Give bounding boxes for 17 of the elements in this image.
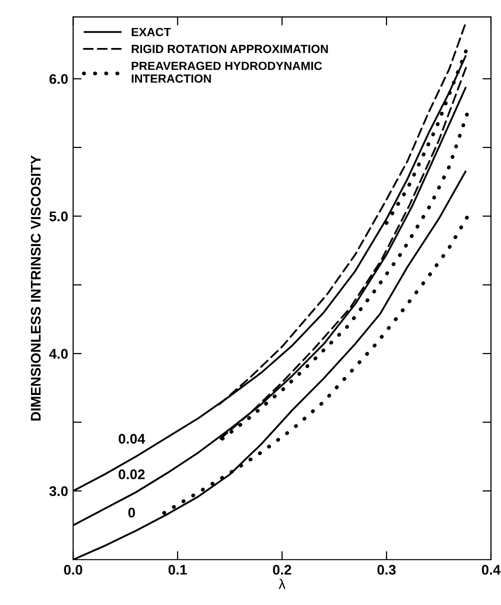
y-tick-label: 4.0	[49, 348, 68, 359]
y-tick-label: 3.0	[49, 486, 68, 496]
x-tick-label: 0.0	[64, 564, 82, 575]
x-tick-label: 0.2	[272, 564, 292, 575]
x-tick-label: 0.4	[482, 564, 501, 575]
y-axis-title: DIMENSIONLESS INTRINSIC VISCOSITY	[30, 155, 41, 420]
x-axis-title: λ	[278, 578, 286, 589]
y-tick-label: 6.0	[49, 74, 68, 84]
x-tick-label: 0.1	[168, 564, 187, 575]
annotation: 0.04	[118, 434, 146, 444]
legend-label: PREAVERAGED HYDRODYNAMIC INTERACTION	[132, 62, 322, 83]
annotation: 0	[128, 508, 135, 518]
y-tick-label: 5.0	[49, 211, 68, 222]
x-tick-label: 0.3	[377, 564, 396, 575]
annotation: 0.02	[118, 469, 145, 480]
legend-label: EXACT	[132, 28, 171, 36]
legend-label: RIGID ROTATION APPROXIMATION	[132, 44, 328, 54]
